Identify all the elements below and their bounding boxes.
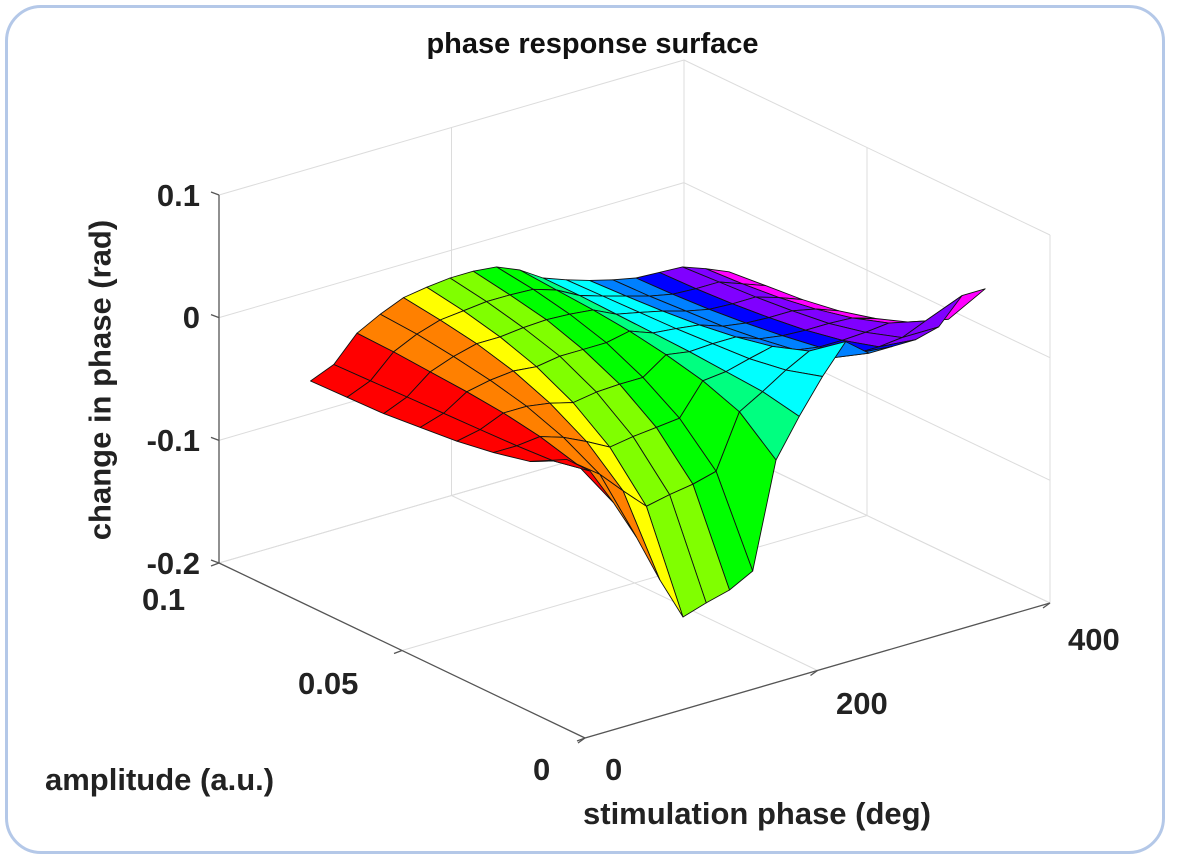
z-tick-label: -0.2 (146, 546, 200, 581)
y-tick-label: 0.1 (142, 582, 186, 617)
figure-frame (5, 5, 1165, 854)
z-tick-label: 0 (182, 300, 200, 335)
y-tick-mark (210, 562, 220, 567)
y-axis-label: amplitude (a.u.) (45, 762, 275, 797)
x-tick-label: 200 (836, 686, 888, 721)
y-tick-mark (393, 649, 403, 655)
z-tick-mark (210, 191, 220, 196)
z-tick-mark (210, 314, 220, 319)
surface-mesh (310, 266, 986, 618)
grid-line (218, 59, 685, 196)
grid-line (401, 515, 868, 651)
x-axis-label: stimulation phase (deg) (583, 796, 931, 831)
grid-line (218, 182, 685, 319)
y-tick-label: 0.05 (298, 666, 359, 701)
x-tick-label: 400 (1068, 622, 1120, 657)
surface-face (901, 295, 963, 339)
z-tick-label: 0.1 (156, 178, 200, 213)
chart-title: phase response surface (426, 28, 759, 60)
axis-lines (210, 191, 1051, 744)
y-tick-mark (576, 737, 586, 742)
z-tick-mark (210, 559, 220, 564)
grid-line (683, 182, 1051, 359)
z-tick-label: -0.1 (146, 423, 200, 458)
x-tick-mark (1042, 602, 1051, 609)
y-tick-label: 0 (533, 752, 551, 787)
surface-face (529, 458, 591, 472)
x-tick-mark (810, 669, 818, 677)
z-tick-mark (210, 436, 220, 441)
x-tick-label: 0 (605, 752, 623, 787)
z-axis-label: change in phase (rad) (82, 219, 118, 541)
grid-line (683, 59, 1051, 236)
